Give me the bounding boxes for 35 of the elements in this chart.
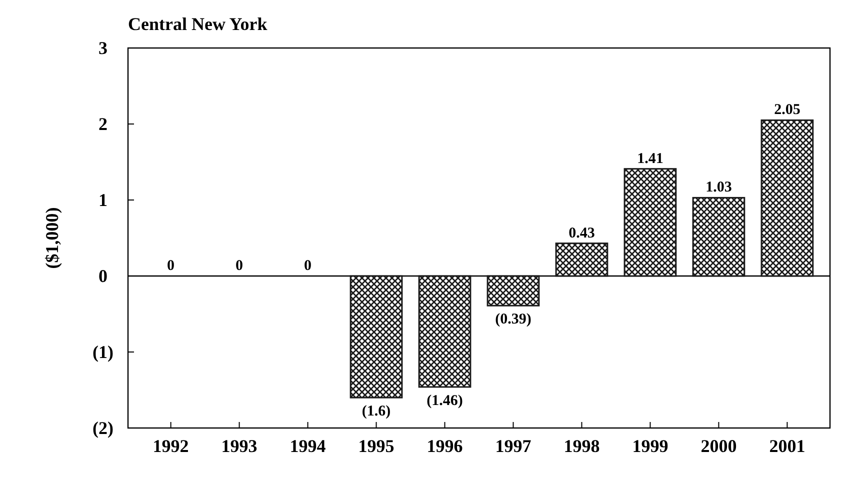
data-label: (0.39) — [495, 312, 532, 328]
data-label: 2.05 — [774, 102, 800, 118]
x-tick-label: 1997 — [495, 436, 532, 456]
data-label: (1.6) — [362, 404, 391, 420]
x-tick-label: 1994 — [290, 436, 326, 456]
data-label: 0 — [304, 258, 312, 274]
y-tick-label: 2 — [98, 114, 108, 134]
bar — [692, 196, 746, 277]
y-tick-label: (2) — [92, 418, 114, 438]
bar — [418, 275, 472, 388]
data-label: 0.43 — [568, 225, 595, 242]
chart-title: Central New York — [128, 14, 268, 34]
y-tick-label: (1) — [92, 342, 114, 362]
y-tick-label: 1 — [98, 190, 108, 210]
x-tick-label: 1995 — [358, 436, 394, 456]
y-axis-title: ($1,000) — [42, 207, 62, 269]
y-tick-label: 0 — [98, 266, 108, 286]
x-tick-label: 1993 — [221, 436, 258, 456]
data-label: 0 — [167, 258, 175, 274]
x-tick-label: 2000 — [700, 436, 737, 456]
bar — [486, 275, 540, 306]
x-tick-label: 1999 — [632, 436, 668, 456]
x-tick-label: 1992 — [152, 436, 189, 456]
bar — [624, 168, 677, 277]
data-label: 1.41 — [637, 150, 664, 167]
bar — [350, 275, 403, 398]
bar — [760, 119, 814, 277]
y-tick-label: 3 — [98, 38, 108, 58]
x-tick-label: 1996 — [426, 436, 463, 456]
x-tick-label: 1998 — [564, 436, 600, 456]
data-label: 0 — [236, 258, 244, 274]
x-tick-label: 2001 — [769, 436, 806, 456]
bar — [555, 242, 608, 277]
data-label: 1.03 — [706, 180, 732, 196]
data-label: (1.46) — [426, 392, 463, 409]
